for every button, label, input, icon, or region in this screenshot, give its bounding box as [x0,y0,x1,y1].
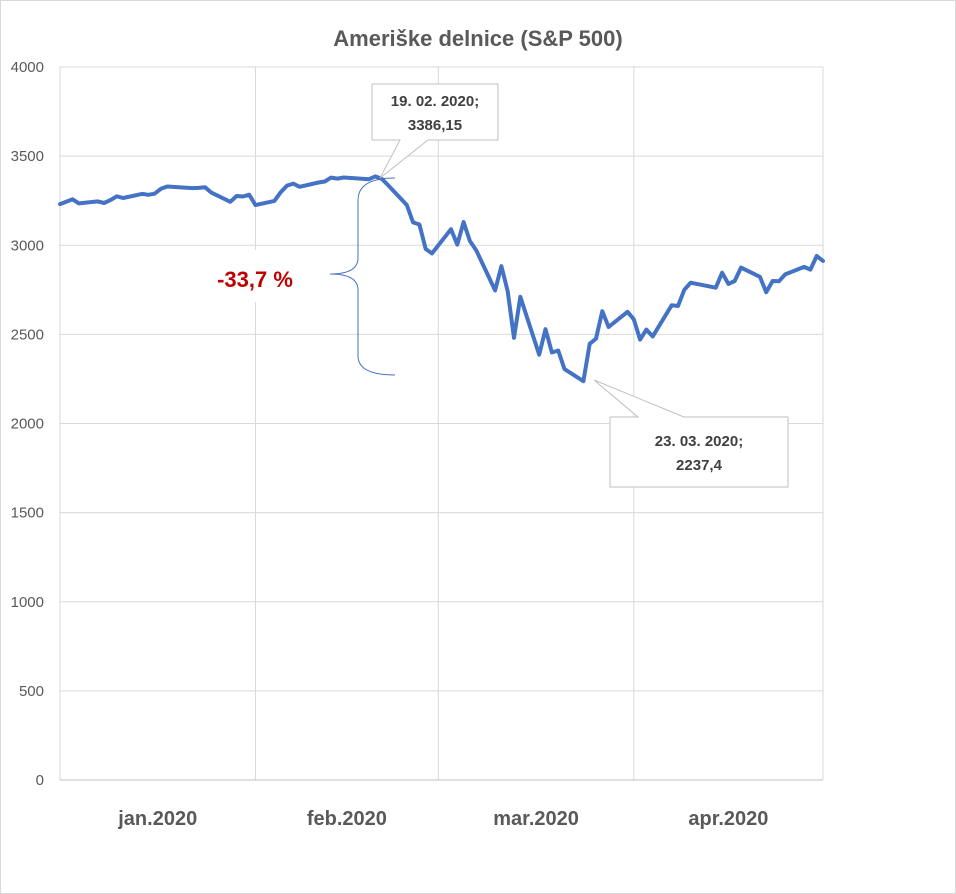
x-tick-label: apr.2020 [688,808,768,830]
y-axis-tick-labels: 0 500 1000 1500 2000 2500 3000 3500 4000 [11,59,44,789]
decline-percentage-label: -33,7 % [217,267,293,292]
x-tick-label: mar.2020 [493,808,579,830]
y-tick-label: 2500 [11,326,44,343]
callout-peak-box [371,83,499,179]
y-tick-label: 3000 [11,237,44,254]
y-tick-label: 500 [19,683,44,700]
series-group [58,174,825,384]
y-tick-label: 1000 [11,594,44,611]
callout-trough-box [593,379,789,488]
callout-trough-date: 23. 03. 2020; [655,433,743,450]
pct-label-bg [200,250,320,302]
chart-title: Ameriške delnice (S&P 500) [333,26,622,51]
callout-trough-value: 2237,4 [676,457,723,474]
y-tick-label: 1500 [11,505,44,522]
x-axis-tick-labels: jan.2020 feb.2020 mar.2020 apr.2020 [117,808,768,830]
grid [59,66,824,780]
callout-peak-value: 3386,15 [408,117,462,134]
callout-trough: 23. 03. 2020; 2237,4 [593,379,789,488]
y-tick-label: 0 [36,772,44,789]
decline-bracket [329,177,396,376]
y-tick-label: 2000 [11,416,44,433]
callout-peak: 19. 02. 2020; 3386,15 [371,83,499,179]
x-tick-label: feb.2020 [307,808,387,830]
y-tick-label: 4000 [11,59,44,76]
y-tick-label: 3500 [11,148,44,165]
x-tick-label: jan.2020 [117,808,197,830]
series-line [58,174,825,384]
callout-peak-date: 19. 02. 2020; [391,93,479,110]
